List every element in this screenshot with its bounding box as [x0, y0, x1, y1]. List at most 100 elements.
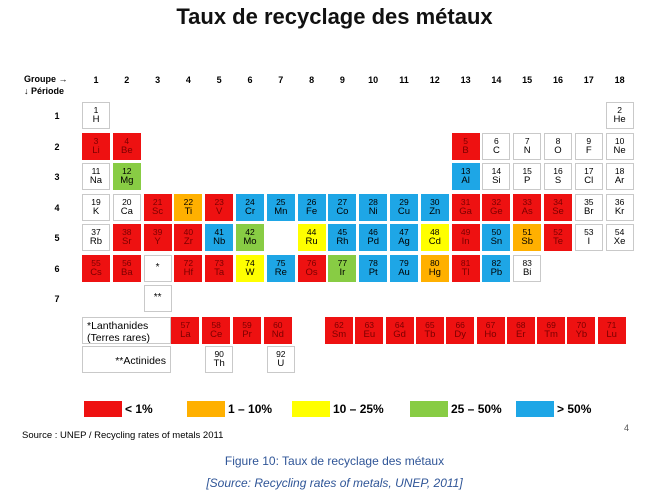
legend-swatch [187, 401, 225, 417]
figure-caption: Figure 10: Taux de recyclage des métaux [224, 454, 445, 468]
element-symbol: Fe [306, 205, 318, 217]
element-symbol: Ar [614, 175, 625, 186]
element-number: 69 [546, 320, 556, 330]
element-symbol: Eu [363, 329, 376, 340]
element-cell: 26 Fe [297, 193, 326, 221]
element-symbol: Os [305, 266, 318, 278]
element-number: 53 [584, 227, 594, 237]
element-symbol: Dy [454, 329, 466, 340]
legend-swatch [410, 401, 448, 417]
element-symbol: K [92, 205, 100, 217]
element-cell: 79 Au [390, 254, 418, 282]
element-number: 21 [152, 196, 163, 207]
element-symbol: Te [552, 236, 564, 247]
group-header: 10 [368, 75, 379, 85]
element-number: 63 [364, 320, 375, 330]
element-cell: 56 Ba [112, 254, 141, 282]
element-number: 83 [522, 257, 532, 268]
element-symbol: Ag [398, 236, 410, 247]
element-number: 82 [491, 257, 502, 268]
element-number: 35 [584, 196, 594, 207]
element-cell: 2 He [605, 102, 634, 129]
element-cell: 50 Sn [482, 224, 511, 251]
actinide-cell: 92 U [266, 346, 295, 373]
element-number: 24 [245, 196, 255, 207]
period-header: 2 [54, 141, 60, 152]
element-number: 15 [522, 166, 532, 176]
element-cell: 74 W [236, 254, 264, 282]
element-cell: 45 Rh [328, 224, 357, 251]
element-cell: 82 Pb [482, 254, 511, 282]
element-cell: 54 Xe [605, 224, 634, 251]
element-cell: 27 Co [328, 193, 357, 221]
element-cell: 52 Te [544, 224, 572, 251]
lanthanide-cell: 57 La [171, 317, 200, 344]
element-symbol: Re [274, 266, 287, 278]
group-header: 4 [185, 75, 191, 85]
element-cell: 35 Br [574, 193, 603, 221]
element-symbol: Tb [424, 329, 436, 340]
element-symbol: Rh [336, 236, 349, 247]
lanthanide-cell: 58 Ce [202, 317, 231, 344]
element-symbol: Be [120, 144, 133, 156]
element-cell: 30 Zn [420, 193, 449, 221]
element-number: 51 [522, 227, 532, 237]
element-symbol: O [554, 144, 562, 156]
element-cell: 72 Hf [174, 254, 203, 282]
element-symbol: Tm [544, 329, 558, 340]
element-number: 26 [306, 196, 317, 207]
element-symbol: Pt [368, 266, 378, 278]
group-header: 18 [614, 75, 625, 85]
element-cell: 40 Zr [174, 224, 203, 251]
element-cell: 17 Cl [574, 163, 603, 190]
element-number: 3 [93, 135, 99, 146]
element-symbol: He [613, 114, 626, 125]
element-cell: 36 Kr [605, 193, 634, 221]
element-symbol: B [462, 144, 469, 156]
element-number: 23 [214, 196, 224, 207]
element-number: 38 [122, 227, 132, 237]
element-symbol: Xe [613, 236, 626, 247]
lanthanide-cell: 67 Ho [476, 317, 505, 344]
element-cell: 20 Ca [112, 193, 141, 221]
page-number: 4 [624, 423, 630, 433]
element-symbol: Co [336, 205, 349, 217]
actinides-label: **Actinides [82, 346, 171, 373]
element-number: 49 [460, 227, 471, 237]
element-symbol: Ce [210, 329, 223, 340]
element-symbol: Pr [242, 329, 252, 340]
element-cell: 76 Os [297, 254, 326, 282]
element-symbol: F [585, 144, 592, 156]
element-symbol: I [587, 236, 591, 247]
element-number: 78 [368, 257, 378, 268]
element-number: 4 [124, 135, 130, 146]
element-number: 48 [430, 227, 440, 237]
element-number: 68 [516, 320, 526, 330]
lanthanide-cell: 65 Tb [415, 317, 444, 344]
element-cell: 28 Ni [359, 193, 388, 221]
element-cell: 23 V [205, 193, 234, 221]
group-header: 9 [339, 75, 345, 85]
element-symbol: Cl [584, 175, 594, 186]
element-cell: 14 Si [482, 163, 511, 190]
element-number: 92 [276, 349, 286, 359]
group-header: 11 [399, 75, 409, 85]
element-symbol: Ho [484, 329, 497, 340]
element-number: 60 [273, 320, 283, 330]
element-symbol: Sc [152, 205, 164, 217]
element-number: 2 [617, 105, 622, 115]
element-cell: 38 Sr [112, 224, 141, 251]
element-symbol: Ge [490, 205, 503, 217]
lanthanide-cell: 70 Yb [567, 317, 596, 344]
element-symbol: La [180, 329, 191, 340]
element-number: 54 [614, 227, 625, 237]
element-symbol: Lu [606, 329, 617, 340]
element-cell: 77 Ir [328, 254, 357, 282]
actinide-cell: 90 Th [205, 346, 234, 373]
element-number: 71 [606, 320, 617, 330]
element-number: 65 [425, 320, 435, 330]
element-cell: * [143, 254, 172, 282]
